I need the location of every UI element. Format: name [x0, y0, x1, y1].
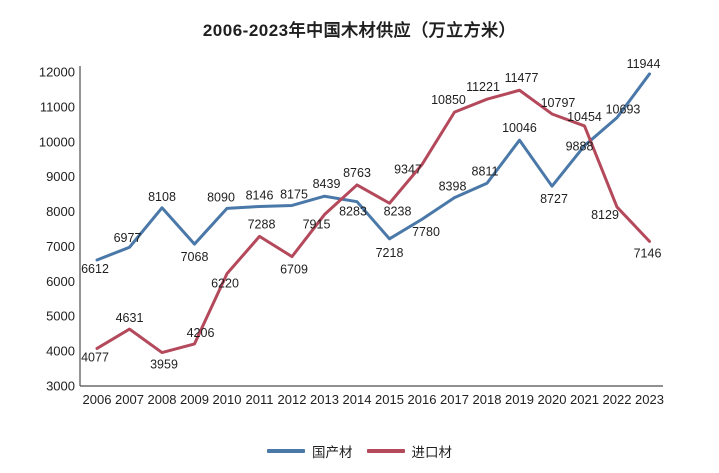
domestic-point-label: 8090	[207, 190, 235, 204]
legend-item-imported: 进口材	[366, 441, 453, 461]
domestic-point-label: 8108	[148, 190, 176, 204]
x-tick-label: 2017	[440, 392, 469, 407]
imported-point-label: 10454	[567, 110, 602, 124]
domestic-point-label: 8283	[339, 205, 367, 219]
x-tick-label: 2010	[213, 392, 242, 407]
x-tick-label: 2023	[635, 392, 664, 407]
imported-point-label: 6709	[280, 263, 308, 277]
x-tick-label: 2020	[538, 392, 567, 407]
domestic-point-label: 8146	[246, 188, 274, 202]
x-tick-label: 2011	[246, 392, 274, 407]
x-tick-label: 2006	[83, 392, 112, 407]
y-tick-label: 12000	[39, 65, 75, 80]
domestic-point-label: 11944	[627, 57, 661, 71]
imported-point-label: 4206	[187, 326, 215, 340]
x-tick-label: 2019	[505, 392, 534, 407]
domestic-point-label: 9888	[566, 140, 594, 154]
domestic-point-label: 8439	[313, 177, 341, 191]
imported-series-line	[95, 88, 651, 355]
imported-point-label: 7915	[303, 218, 331, 232]
y-tick-label: 4000	[46, 344, 75, 359]
imported-point-label: 7146	[634, 246, 662, 260]
legend-label-domestic: 国产材	[312, 445, 353, 460]
y-tick-label: 6000	[46, 274, 75, 289]
y-tick-label: 7000	[46, 239, 75, 254]
y-tick-label: 8000	[46, 204, 75, 219]
domestic-series-line	[95, 72, 651, 262]
x-tick-label: 2014	[343, 392, 372, 407]
imported-point-label: 8238	[384, 204, 412, 218]
imported-point-label: 9347	[394, 163, 422, 177]
chart-legend: 国产材 进口材	[0, 441, 719, 461]
domestic-point-label: 7780	[412, 225, 440, 239]
domestic-point-label: 6977	[114, 231, 142, 245]
legend-item-domestic: 国产材	[267, 441, 353, 461]
legend-swatch-imported-line	[366, 449, 405, 453]
chart-title: 2006-2023年中国木材供应（万立方米）	[202, 21, 517, 40]
domestic-point-label: 8727	[540, 192, 568, 206]
y-tick-label: 9000	[46, 169, 75, 184]
imported-point-label: 11477	[505, 71, 539, 85]
domestic-point-label: 8398	[439, 180, 467, 194]
imported-point-label: 4631	[116, 311, 144, 325]
legend-swatch-domestic-line	[267, 449, 305, 453]
x-tick-label: 2009	[180, 392, 209, 407]
y-tick-label: 3000	[46, 379, 75, 394]
x-tick-label: 2012	[278, 392, 307, 407]
x-tick-label: 2021	[570, 392, 599, 407]
x-tick-label: 2022	[603, 392, 632, 407]
imported-point-label: 10797	[541, 96, 576, 110]
imported-point-label: 6220	[211, 277, 239, 291]
y-tick-label: 11000	[40, 99, 75, 114]
x-tick-label: 2008	[148, 392, 177, 407]
imported-point-label: 11221	[466, 80, 500, 94]
imported-point-label: 10850	[431, 93, 466, 107]
domestic-point-label: 7218	[376, 246, 404, 260]
imported-point-label: 7288	[248, 217, 276, 231]
domestic-point-label: 8811	[472, 164, 499, 178]
domestic-point-label: 6612	[81, 262, 109, 276]
imported-point-label: 8129	[591, 208, 619, 222]
domestic-point-label: 10693	[606, 103, 641, 117]
y-tick-label: 10000	[39, 134, 75, 149]
legend-label-imported: 进口材	[411, 445, 453, 460]
y-tick-label: 5000	[46, 309, 75, 324]
imported-point-label: 4077	[81, 350, 109, 364]
x-tick-label: 2018	[473, 392, 502, 407]
x-tick-label: 2007	[115, 392, 144, 407]
x-tick-label: 2015	[375, 392, 404, 407]
imported-point-label: 8763	[343, 166, 371, 180]
line-chart: 3000 4000 5000 6000 7000 8000 9000 10000 11000 12…	[39, 57, 664, 407]
domestic-point-label: 7068	[181, 250, 209, 264]
x-tick-label: 2013	[310, 392, 339, 407]
domestic-point-label: 10046	[502, 121, 537, 135]
domestic-point-label: 8175	[280, 187, 308, 201]
x-tick-label: 2016	[408, 392, 437, 407]
imported-point-label: 3959	[150, 358, 178, 372]
